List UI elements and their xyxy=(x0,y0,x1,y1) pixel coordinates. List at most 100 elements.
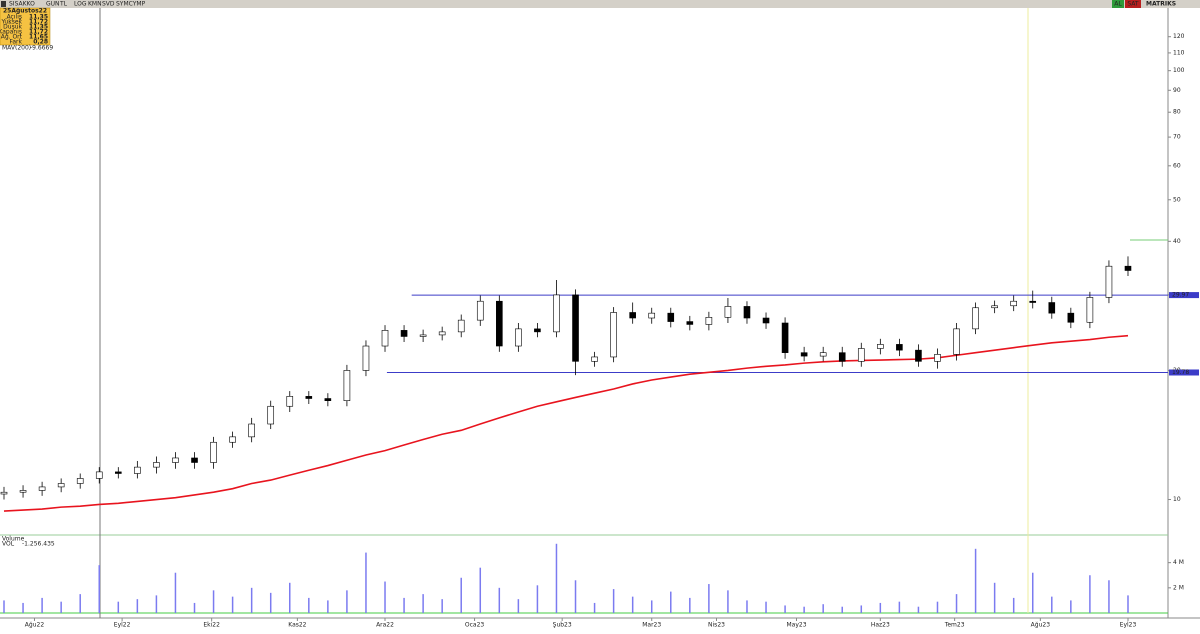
volume-series: VOL xyxy=(2,541,15,548)
y-tick-label: 100 xyxy=(1173,67,1185,74)
volume-bar xyxy=(670,591,672,613)
candle-body xyxy=(743,306,751,319)
volume-bar xyxy=(593,602,596,613)
volume-bar xyxy=(612,589,615,613)
candle-body xyxy=(1029,300,1037,303)
volume-title: Volume xyxy=(2,536,25,543)
toolbar-button[interactable]: LOG xyxy=(74,1,87,8)
indicator-value: -9.6669 xyxy=(30,45,53,52)
x-tick-label: Eki22 xyxy=(203,622,220,629)
y-tick-label: 2 M xyxy=(1173,584,1184,591)
volume-bar xyxy=(955,594,958,613)
y-tick-label: 4 M xyxy=(1173,559,1184,566)
candle-body xyxy=(1086,297,1094,323)
y-tick-label: 70 xyxy=(1173,134,1181,141)
candle-body xyxy=(896,344,903,351)
candle-body xyxy=(324,398,332,401)
x-tick-label: Eyl22 xyxy=(114,622,131,629)
volume-bar xyxy=(441,599,443,613)
candle-body xyxy=(1124,265,1132,271)
info-date: 25Ağustos22 xyxy=(3,8,47,15)
x-tick-label: May23 xyxy=(786,622,806,629)
menu-icon[interactable] xyxy=(1,1,6,7)
volume-bar xyxy=(269,592,272,613)
candle-body xyxy=(629,312,636,319)
volume-bar xyxy=(1108,580,1110,613)
level-tag xyxy=(1169,292,1199,299)
candle-body xyxy=(724,306,732,318)
toolbar-button[interactable]: SYMCYMP xyxy=(116,1,146,8)
level-label: 29.97 xyxy=(1172,292,1189,299)
volume-bar xyxy=(536,585,539,613)
candle-body xyxy=(419,334,427,337)
volume-bar xyxy=(860,605,863,613)
volume-bar xyxy=(879,602,882,613)
candle-body xyxy=(1067,312,1075,323)
x-tick-label: Ağu22 xyxy=(25,622,45,629)
volume-bar xyxy=(574,580,577,613)
x-tick-label: Kas22 xyxy=(288,622,306,629)
toolbar-button[interactable]: SVD xyxy=(102,1,115,8)
sell-button[interactable]: SAT xyxy=(1127,1,1139,8)
candle-body xyxy=(686,321,694,325)
indicator-name: MAV(200) xyxy=(2,45,31,52)
candle-body xyxy=(572,294,579,362)
candle-body xyxy=(210,441,217,463)
volume-bar xyxy=(765,601,767,613)
y-tick-label: 90 xyxy=(1173,87,1181,94)
volume-bar xyxy=(1031,572,1034,613)
info-value: 11,35 xyxy=(29,24,48,31)
volume-bar xyxy=(422,594,424,613)
y-tick-label: 40 xyxy=(1173,238,1181,245)
volume-bar xyxy=(289,582,291,613)
x-tick-label: Ağu23 xyxy=(1031,622,1051,629)
buy-button-bg[interactable] xyxy=(1112,0,1124,8)
volume-bar xyxy=(403,597,405,613)
level-label: 19.78 xyxy=(1172,369,1189,376)
x-tick-label: Tem23 xyxy=(944,622,965,629)
candle-body xyxy=(838,352,846,362)
volume-bar xyxy=(746,600,748,613)
y-tick-label: 110 xyxy=(1173,49,1185,56)
volume-bar xyxy=(784,605,786,613)
y-tick-label: 60 xyxy=(1173,162,1181,169)
candle-body xyxy=(553,294,560,333)
volume-bar xyxy=(346,590,348,613)
candle-body xyxy=(57,483,65,488)
x-tick-label: Şub23 xyxy=(553,622,572,629)
volume-bar xyxy=(3,600,5,613)
info-label: Fark xyxy=(9,39,22,46)
candle-body xyxy=(76,478,84,484)
buy-button[interactable]: AL xyxy=(1114,1,1122,8)
candle-body xyxy=(438,331,446,336)
sell-button-bg[interactable] xyxy=(1125,0,1141,8)
x-tick-label: Haz23 xyxy=(871,622,890,629)
info-value: 11,35 xyxy=(29,14,48,21)
volume-bar xyxy=(936,601,939,613)
candle-body xyxy=(19,490,27,493)
symbol[interactable]: SISAKKO xyxy=(9,1,35,8)
price-pane xyxy=(0,8,1168,535)
toolbar-button[interactable]: KMN xyxy=(88,1,102,8)
volume-bar xyxy=(231,596,234,613)
x-tick-label: Oca23 xyxy=(465,622,485,629)
candle-body xyxy=(1010,300,1017,307)
candle-body xyxy=(95,471,103,479)
candle-body xyxy=(1105,265,1113,298)
candle-body xyxy=(934,354,941,362)
volume-value: -1.256.435 xyxy=(22,541,55,548)
toolbar-button[interactable]: TL xyxy=(59,1,68,8)
info-label: Düşük xyxy=(3,24,22,31)
candle-body xyxy=(991,305,998,309)
candle-body xyxy=(343,370,351,401)
candle-body xyxy=(362,345,370,371)
x-tick-label: Eyl23 xyxy=(1120,622,1137,629)
toolbar-button[interactable]: GUN xyxy=(46,1,60,8)
volume-bar xyxy=(41,597,43,613)
volume-bar xyxy=(250,587,253,613)
candle-body xyxy=(267,405,275,425)
volume-bar xyxy=(22,602,24,613)
info-label: Kapanış xyxy=(0,29,22,36)
candle-body xyxy=(591,356,598,362)
volume-bar xyxy=(479,567,482,613)
